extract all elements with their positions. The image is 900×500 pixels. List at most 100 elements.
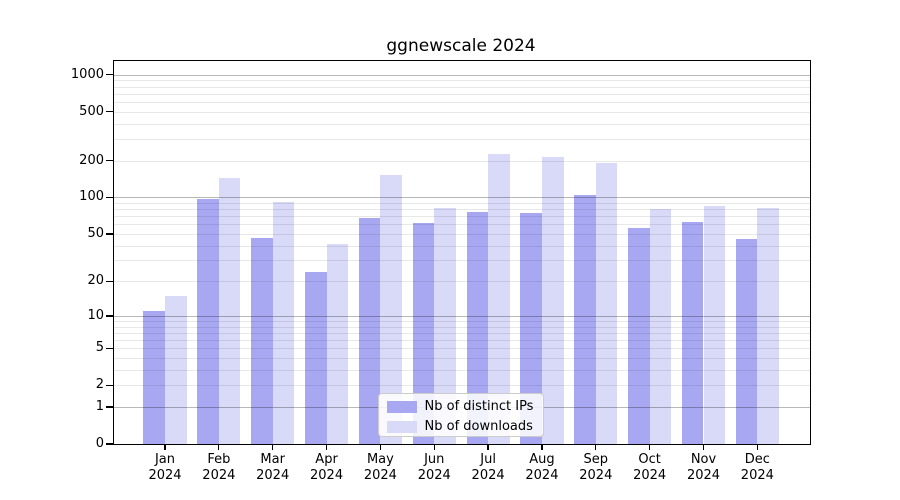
bar-downloads-7	[541, 157, 564, 444]
y-tick-label-1000: 1000	[70, 66, 104, 82]
x-tick-label-5: Jun 2024	[417, 452, 451, 483]
x-tick-label-9: Oct 2024	[633, 452, 667, 483]
bar-downloads-3	[326, 244, 349, 444]
legend-swatch-downloads	[386, 421, 417, 433]
y-tick-label-5: 5	[95, 340, 104, 356]
minor-gridline-400	[112, 123, 811, 125]
bar-downloads-8	[595, 163, 618, 444]
bar-downloads-4	[380, 174, 402, 444]
y-tick-mark-200	[105, 159, 113, 162]
y-tick-label-20: 20	[87, 273, 104, 289]
major-gridline-2	[112, 385, 811, 387]
y-tick-mark-500	[105, 111, 113, 113]
major-gridline-100	[112, 197, 811, 199]
bar-ips-0	[143, 311, 165, 444]
bar-ips-7	[520, 213, 542, 444]
y-tick-mark-1000	[105, 74, 113, 76]
x-tick-mark-5	[433, 444, 435, 450]
major-gridline-10	[112, 315, 811, 317]
bar-ips-11	[735, 239, 758, 444]
minor-gridline-7	[112, 332, 811, 334]
bar-ips-1	[197, 198, 219, 444]
y-tick-mark-2	[105, 384, 113, 386]
bar-ips-3	[304, 271, 327, 444]
minor-gridline-3	[112, 369, 811, 371]
y-tick-label-50: 50	[87, 225, 104, 241]
bar-ips-4	[358, 217, 381, 444]
major-gridline-1000	[112, 74, 811, 76]
x-tick-label-4: May 2024	[363, 452, 397, 483]
x-tick-label-8: Sep 2024	[579, 452, 613, 483]
minor-gridline-6	[112, 340, 811, 341]
bar-ips-6	[466, 211, 489, 444]
major-gridline-50	[112, 233, 811, 235]
major-gridline-5	[112, 348, 811, 350]
y-tick-label-500: 500	[79, 103, 104, 119]
bar-ips-8	[574, 194, 596, 444]
minor-gridline-60	[112, 224, 811, 226]
bar-ips-9	[628, 227, 650, 444]
minor-gridline-70	[112, 216, 811, 218]
bar-downloads-6	[488, 153, 510, 444]
bar-downloads-1	[218, 177, 241, 444]
bar-downloads-2	[272, 201, 295, 444]
bar-downloads-10	[703, 205, 726, 444]
bar-ips-5	[412, 222, 435, 444]
bar-downloads-11	[757, 207, 779, 444]
major-gridline-500	[112, 111, 811, 113]
bar-ips-2	[251, 238, 273, 444]
x-tick-label-2: Mar 2024	[256, 452, 290, 483]
y-tick-label-2: 2	[95, 377, 104, 393]
x-tick-mark-0	[164, 444, 166, 450]
minor-gridline-700	[112, 93, 811, 95]
y-tick-mark-5	[105, 347, 113, 349]
y-tick-label-0: 0	[95, 436, 104, 451]
legend-swatch-distinct-ips	[386, 401, 417, 413]
chart-title: ggnewscale 2024	[386, 36, 536, 56]
minor-gridline-9	[112, 320, 811, 322]
minor-gridline-80	[112, 209, 811, 211]
x-tick-mark-2	[272, 444, 274, 450]
y-tick-mark-20	[105, 280, 113, 282]
x-tick-mark-3	[325, 444, 328, 450]
y-tick-mark-1	[105, 406, 113, 408]
y-tick-label-1: 1	[95, 398, 104, 414]
legend-item-distinct-ips: Nb of distinct IPs	[386, 398, 543, 416]
bar-ips-10	[681, 221, 704, 444]
x-tick-label-10: Nov 2024	[686, 452, 721, 483]
y-tick-mark-100	[105, 196, 113, 198]
minor-gridline-300	[112, 139, 811, 140]
major-gridline-20	[112, 281, 811, 283]
x-tick-label-7: Aug 2024	[525, 452, 559, 483]
x-tick-label-0: Jan 2024	[148, 452, 182, 483]
x-tick-mark-9	[649, 444, 651, 450]
x-tick-label-11: Dec 2024	[740, 452, 774, 483]
y-tick-mark-50	[105, 233, 113, 235]
minor-gridline-40	[112, 245, 811, 247]
minor-gridline-30	[112, 260, 811, 262]
x-tick-mark-11	[756, 444, 758, 450]
x-tick-mark-6	[487, 444, 489, 450]
legend-item-downloads: Nb of downloads	[386, 418, 543, 436]
minor-gridline-4	[112, 357, 811, 359]
bar-downloads-5	[434, 207, 456, 444]
x-tick-label-1: Feb 2024	[202, 452, 236, 483]
legend: Nb of distinct IPs Nb of downloads	[377, 393, 544, 437]
minor-gridline-800	[112, 86, 811, 88]
x-tick-label-3: Apr 2024	[310, 452, 344, 483]
legend-label-distinct-ips: Nb of distinct IPs	[424, 399, 534, 414]
x-tick-mark-7	[541, 444, 543, 450]
y-tick-label-200: 200	[79, 152, 104, 168]
y-tick-label-100: 100	[79, 189, 104, 205]
y-tick-mark-10	[105, 315, 113, 317]
x-tick-mark-1	[218, 444, 220, 450]
x-tick-mark-10	[702, 444, 705, 450]
minor-gridline-8	[112, 326, 811, 328]
bar-downloads-9	[649, 209, 672, 444]
major-gridline-200	[112, 160, 811, 162]
x-tick-label-6: Jul 2024	[471, 452, 505, 483]
minor-gridline-600	[112, 102, 811, 104]
legend-label-downloads: Nb of downloads	[424, 419, 533, 434]
y-tick-mark-0	[105, 443, 113, 445]
